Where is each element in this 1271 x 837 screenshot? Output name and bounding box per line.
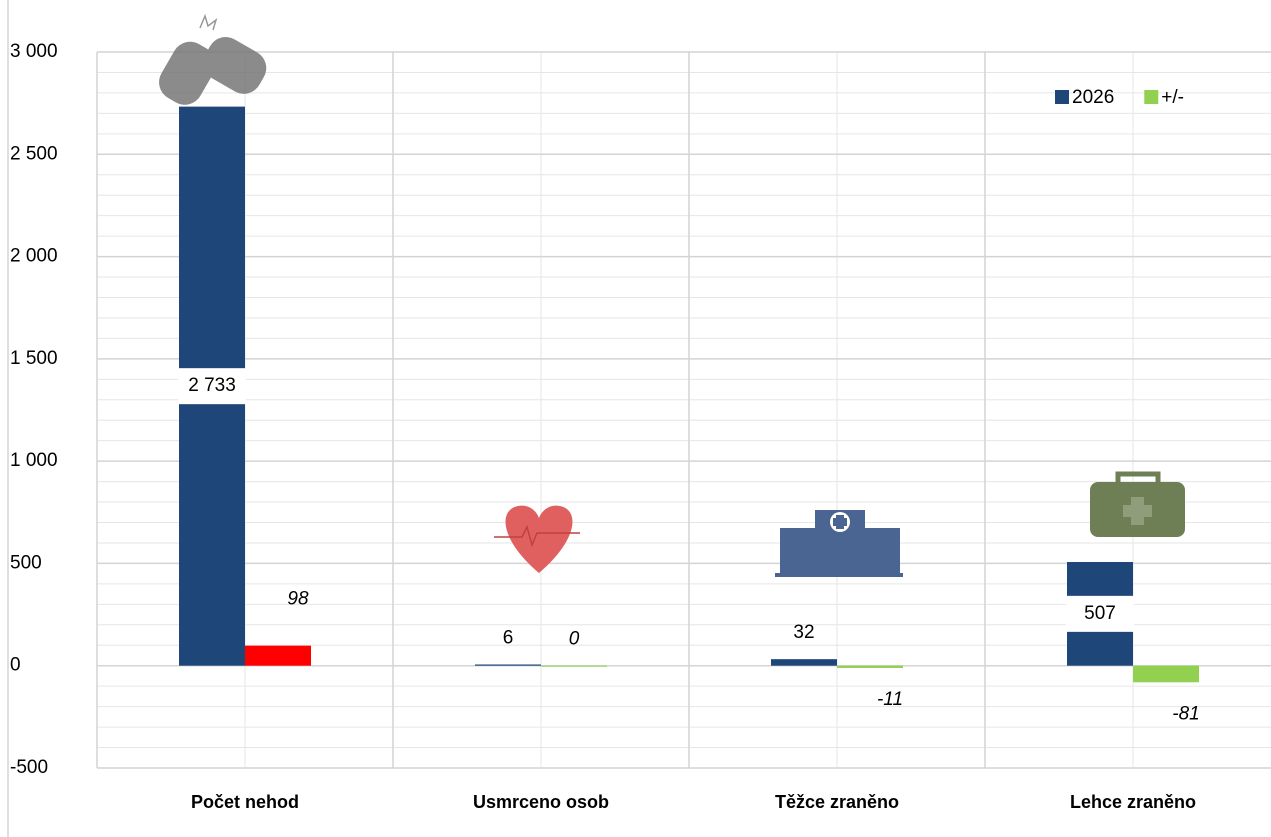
value-label: -81: [1172, 703, 1199, 724]
legend-swatch: [1055, 90, 1069, 104]
value-label-bg: [1066, 595, 1134, 632]
value-label: 32: [793, 622, 814, 643]
y-tick-label: 2 500: [10, 143, 58, 164]
value-label: 98: [287, 589, 309, 610]
medkit-icon: [1090, 471, 1185, 537]
y-tick-label: 1 500: [10, 348, 58, 369]
value-label-bg: [178, 368, 246, 405]
y-tick-label: 500: [10, 552, 42, 573]
bar: [837, 665, 903, 668]
x-tick-label: Usmrceno osob: [473, 792, 609, 812]
value-label: -11: [877, 689, 903, 710]
legend-swatch: [1144, 90, 1159, 104]
crash-icon: [159, 13, 267, 105]
value-label: 507: [1084, 603, 1116, 624]
bar: [541, 665, 607, 667]
bar: [1133, 665, 1199, 683]
hospital-icon: [775, 510, 903, 577]
y-tick-label: 1 000: [10, 450, 58, 471]
y-tick-label: 3 000: [10, 41, 58, 62]
x-tick-label: Počet nehod: [191, 792, 299, 812]
x-tick-label: Lehce zraněno: [1070, 792, 1196, 812]
value-label: 0: [569, 629, 580, 650]
legend-label: +/-: [1161, 87, 1184, 108]
y-tick-label: 0: [10, 655, 21, 676]
bar: [475, 664, 541, 666]
heart-icon: [494, 505, 580, 573]
bar: [771, 659, 837, 666]
y-tick-label: 2 000: [10, 246, 58, 267]
bar: [245, 645, 311, 666]
value-label: 2 733: [188, 375, 236, 396]
value-label: 6: [503, 628, 514, 649]
x-tick-label: Těžce zraněno: [775, 792, 899, 812]
y-tick-label: -500: [10, 757, 48, 778]
legend-label: 2026: [1072, 87, 1114, 108]
